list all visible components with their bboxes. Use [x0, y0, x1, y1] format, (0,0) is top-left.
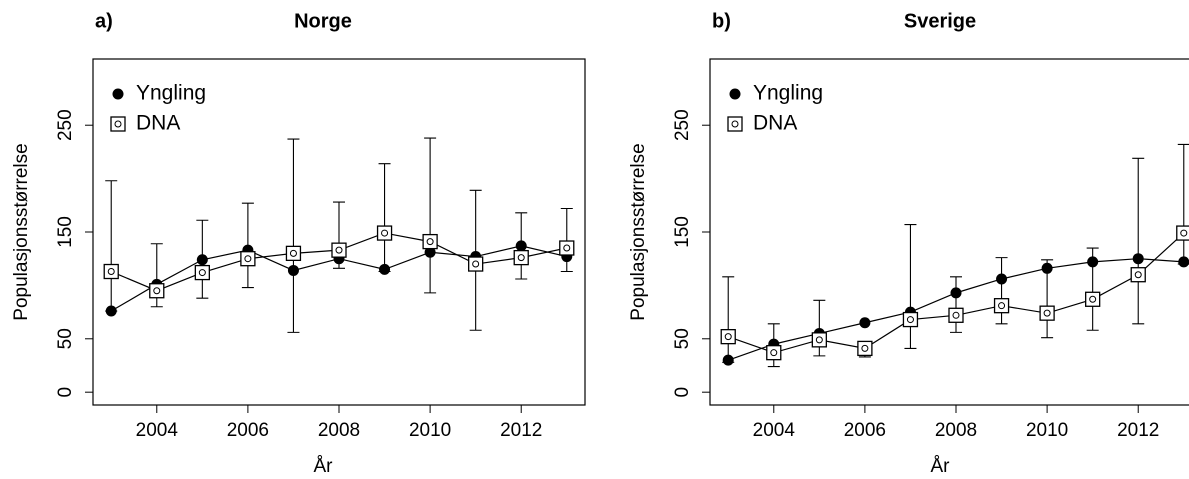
x-tick-label: 2012	[500, 420, 542, 441]
point	[468, 256, 484, 272]
point	[1176, 225, 1189, 241]
point	[1039, 305, 1055, 321]
x-tick-label: 2004	[753, 420, 796, 441]
legend-marker	[729, 88, 741, 100]
legend-label: Yngling	[136, 82, 206, 105]
point	[811, 332, 827, 348]
x-tick-label: 2004	[136, 420, 179, 441]
panel-title: Norge	[294, 10, 352, 32]
legend-label: DNA	[753, 112, 797, 135]
legend-marker	[727, 116, 743, 132]
point	[1132, 253, 1144, 265]
x-axis-label: År	[931, 456, 951, 477]
error-bar	[287, 138, 300, 333]
point	[857, 340, 873, 357]
x-tick-label: 2012	[1117, 420, 1159, 441]
point	[103, 263, 119, 280]
y-tick-label: 150	[55, 216, 76, 248]
point	[196, 254, 208, 266]
error-bar	[995, 257, 1008, 325]
point	[240, 251, 256, 267]
point	[331, 242, 347, 258]
point	[424, 246, 436, 258]
point	[422, 233, 438, 250]
x-tick-label: 2010	[409, 420, 451, 441]
y-tick-label: 50	[672, 328, 693, 349]
error-bar	[105, 180, 118, 312]
point	[149, 283, 165, 299]
x-tick-label: 2006	[227, 420, 269, 441]
error-bar	[424, 137, 437, 294]
y-tick-label: 0	[672, 387, 693, 398]
x-axis-label: År	[314, 456, 334, 477]
y-tick-label: 250	[672, 109, 693, 141]
x-tick-label: 2008	[935, 420, 977, 441]
y-tick-label: 150	[672, 216, 693, 248]
y-axis-label: Populasjonsstørrelse	[11, 143, 32, 320]
y-axis-label: Populasjonsstørrelse	[628, 143, 649, 320]
point	[950, 287, 962, 299]
error-bar	[1177, 143, 1189, 265]
point	[996, 273, 1008, 285]
error-bar	[722, 276, 735, 363]
error-bar	[1132, 157, 1145, 325]
panel-title: Sverige	[904, 10, 976, 32]
point	[902, 311, 919, 328]
x-tick-label: 2010	[1026, 420, 1068, 441]
point	[1085, 291, 1101, 307]
legend-marker	[110, 116, 126, 132]
point	[720, 329, 736, 345]
error-bar	[378, 163, 391, 273]
error-bar	[950, 276, 962, 333]
point	[287, 264, 299, 276]
point	[948, 307, 964, 323]
point	[1087, 256, 1099, 268]
point	[194, 264, 210, 281]
panel-label: a)	[95, 10, 113, 32]
point	[722, 354, 734, 366]
point	[993, 298, 1010, 314]
x-tick-label: 2008	[318, 420, 360, 441]
error-bar	[904, 223, 917, 349]
point	[105, 305, 117, 317]
point	[766, 345, 782, 361]
point	[859, 317, 871, 329]
y-tick-label: 50	[55, 328, 76, 349]
legend-marker	[112, 88, 124, 100]
point	[515, 240, 527, 252]
legend-label: DNA	[136, 112, 180, 135]
legend-label: Yngling	[753, 82, 823, 105]
point	[1041, 262, 1053, 274]
y-tick-label: 250	[55, 109, 76, 141]
point	[513, 249, 529, 266]
x-tick-label: 2006	[844, 420, 886, 441]
point	[559, 240, 575, 256]
point	[285, 245, 302, 262]
point	[1130, 267, 1146, 283]
point	[1178, 256, 1189, 268]
y-tick-label: 0	[55, 387, 76, 398]
point	[379, 263, 391, 275]
point	[376, 225, 393, 241]
panel-label: b)	[712, 10, 731, 32]
